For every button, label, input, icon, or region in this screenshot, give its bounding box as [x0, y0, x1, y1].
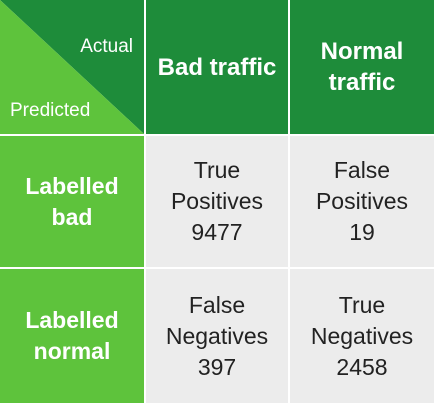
row-header-line: Labelled: [25, 172, 119, 199]
predicted-axis-label: Predicted: [10, 100, 91, 121]
column-header-normal-traffic: Normal traffic: [290, 0, 434, 134]
row-header-labelled-normal: Labelled normal: [0, 269, 144, 403]
cell-count: 19: [349, 219, 375, 245]
actual-axis-label: Actual: [80, 36, 133, 57]
cell-label-line: Negatives: [165, 322, 269, 349]
cell-true-negatives: True Negatives 2458: [290, 269, 434, 403]
column-header-line: Bad traffic: [157, 53, 277, 81]
column-header-line: traffic: [328, 69, 396, 96]
cell-label-line: Positives: [315, 188, 409, 214]
row-header-line: Labelled: [25, 307, 119, 333]
column-header-line: Normal: [320, 38, 404, 65]
corner-diagonal: [0, 0, 144, 134]
cell-true-positives: True Positives 9477: [146, 136, 288, 267]
cell-false-negatives: False Negatives 397: [146, 269, 288, 403]
row-header-line: bad: [51, 203, 93, 230]
cell-label-line: False: [333, 157, 391, 183]
column-header-bad-traffic: Bad traffic: [146, 0, 288, 134]
cell-label-line: Positives: [170, 188, 264, 214]
cell-label-line: True: [193, 157, 241, 183]
cell-count: 2458: [336, 353, 388, 380]
corner-header: Actual Predicted: [0, 0, 144, 134]
row-header-line: normal: [33, 338, 111, 364]
cell-label-line: Negatives: [310, 322, 414, 349]
cell-false-positives: False Positives 19: [290, 136, 434, 267]
cell-count: 397: [197, 353, 237, 380]
cell-count: 9477: [191, 219, 243, 245]
cell-label-line: False: [188, 291, 246, 318]
cell-label-line: True: [338, 291, 386, 318]
row-header-labelled-bad: Labelled bad: [0, 136, 144, 267]
